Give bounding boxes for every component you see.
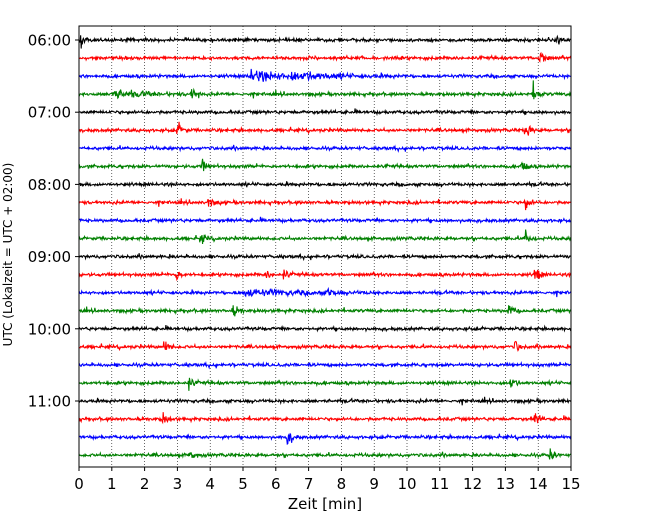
trace-1145 [78,448,572,460]
trace-0645 [78,80,572,100]
trace-0915 [78,269,572,282]
x-tick-label-14: 14 [529,475,548,493]
y-tick-label-1000: 10:00 [28,320,71,338]
x-tick-label-6: 6 [271,475,281,493]
trace-1030 [78,360,572,370]
x-tick-label-13: 13 [496,475,515,493]
trace-0600 [79,34,572,49]
trace-0830 [78,216,572,225]
trace-0900 [78,252,572,262]
trace-0815 [78,198,572,211]
trace-0630 [78,68,572,82]
x-tick-label-7: 7 [304,475,314,493]
x-axis-label: Zeit [min] [288,495,362,513]
trace-0945 [78,305,572,317]
x-tick-label-11: 11 [430,475,449,493]
trace-1045 [78,377,572,391]
trace-1130 [78,432,572,446]
trace-0930 [78,286,572,298]
trace-0730 [78,144,572,153]
trace-1015 [78,340,572,352]
y-tick-label-0600: 06:00 [28,32,71,50]
y-tick-label-1100: 11:00 [28,393,71,411]
y-tick-label-0700: 07:00 [28,104,71,122]
x-tick-label-2: 2 [140,475,150,493]
x-tick-label-1: 1 [107,475,117,493]
trace-0745 [78,158,572,172]
y-axis-ticks: 06:00 07:00 08:00 09:00 10:00 11:00 [28,32,79,411]
y-axis-label: UTC (Lokalzeit = UTC + 02:00) [1,163,15,347]
trace-0800 [78,180,572,189]
x-tick-label-15: 15 [561,475,580,493]
x-tick-label-12: 12 [463,475,482,493]
x-axis-ticks: 0 1 2 3 4 5 6 7 8 9 10 11 12 13 14 15 [74,467,581,493]
trace-1115 [78,412,572,425]
trace-0615 [78,51,572,63]
x-tick-label-8: 8 [337,475,347,493]
seismic-traces [78,34,572,460]
x-tick-label-4: 4 [205,475,215,493]
trace-1000 [78,324,572,333]
x-tick-label-9: 9 [369,475,379,493]
x-tick-label-3: 3 [173,475,183,493]
trace-0715 [78,121,572,136]
trace-1100 [78,396,572,406]
x-tick-label-0: 0 [74,475,84,493]
trace-0845 [78,229,572,244]
trace-0700 [78,108,572,117]
x-tick-label-10: 10 [397,475,416,493]
y-tick-label-0900: 09:00 [28,248,71,266]
x-tick-label-5: 5 [238,475,248,493]
plot-frame [78,25,572,468]
y-tick-label-0800: 08:00 [28,176,71,194]
